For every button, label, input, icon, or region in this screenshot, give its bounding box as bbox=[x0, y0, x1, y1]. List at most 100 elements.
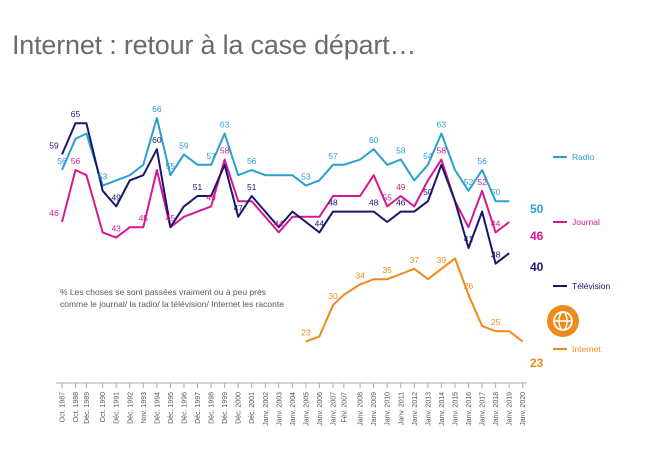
internet-data-label: 23 bbox=[301, 328, 311, 338]
x-tick-label: Janv. 2014 bbox=[439, 392, 446, 426]
annotation-line: comme le journal/ la radio/ la télévisio… bbox=[60, 299, 284, 309]
journal-data-label: 58 bbox=[437, 146, 447, 156]
x-tick-label: Nov. 1993 bbox=[141, 392, 148, 423]
x-tick-label: Déc. 1999 bbox=[222, 392, 229, 424]
internet-legend-label: Internet bbox=[572, 344, 601, 354]
journal-data-label: 46 bbox=[49, 208, 59, 218]
x-tick-label: Janv. 2002 bbox=[263, 392, 270, 426]
radio-data-label: 63 bbox=[220, 120, 230, 130]
journal-data-label: 43 bbox=[111, 224, 121, 234]
radio-data-label: 52 bbox=[464, 177, 474, 187]
internet-data-label: 34 bbox=[355, 270, 365, 280]
x-tick-label: Déc. 2000 bbox=[236, 392, 243, 424]
journal-data-label: 58 bbox=[220, 146, 230, 156]
journal-data-label: 49 bbox=[206, 192, 216, 202]
x-tick-label: Janv. 2012 bbox=[412, 392, 419, 426]
television-end-value: 40 bbox=[530, 260, 544, 274]
x-tick-label: Déc. 1998 bbox=[209, 392, 216, 424]
radio-end-value: 50 bbox=[530, 202, 544, 216]
radio-line bbox=[61, 117, 510, 203]
journal-data-label: 52 bbox=[477, 177, 487, 187]
x-tick-label: Janv. 2019 bbox=[507, 392, 514, 426]
television-data-label: 50 bbox=[423, 187, 433, 197]
television-data-label: 65 bbox=[71, 109, 81, 119]
x-tick-label: Janv. 2004 bbox=[290, 392, 297, 426]
television-legend-label: Télévision bbox=[572, 281, 611, 291]
internet-end-value: 23 bbox=[530, 356, 544, 370]
journal-data-label: 49 bbox=[396, 182, 406, 192]
annotation-line: % Les choses se sont passées vraiment ou… bbox=[60, 287, 266, 297]
internet-data-label: 37 bbox=[410, 255, 420, 265]
x-tick-label: Janv. 2008 bbox=[358, 392, 365, 426]
radio-data-label: 60 bbox=[369, 135, 379, 145]
television-data-label: 51 bbox=[247, 182, 257, 192]
radio-data-label: 53 bbox=[98, 172, 108, 182]
radio-data-label: 59 bbox=[179, 140, 189, 150]
internet-data-label: 39 bbox=[437, 255, 447, 265]
radio-data-label: 54 bbox=[423, 151, 433, 161]
television-data-label: 41 bbox=[464, 234, 474, 244]
data-labels: 56 53 66 55 59 57 63 56 53 57 60 58 54 63 52 56 50 50 46 56… bbox=[49, 104, 543, 370]
x-tick-label: Janv. 2003 bbox=[276, 392, 283, 426]
television-data-label: 38 bbox=[491, 250, 501, 260]
x-tick-label: Janv. 2018 bbox=[493, 392, 500, 426]
television-data-label: 48 bbox=[328, 198, 338, 208]
x-tick-label: Fév. 2007 bbox=[341, 392, 348, 423]
internet-data-label: 25 bbox=[491, 317, 501, 327]
television-data-label: 49 bbox=[111, 192, 121, 202]
x-tick-label: Janv. 2007 bbox=[331, 392, 338, 426]
x-axis: Oct. 1987 Oct. 1988 Déc. 1989 Oct. 1990 Déc.… bbox=[56, 382, 527, 426]
x-tick-label: Déc. 1994 bbox=[154, 392, 161, 424]
television-data-label: 44 bbox=[315, 218, 325, 228]
x-tick-label: Déc. 1992 bbox=[127, 392, 134, 424]
radio-data-label: 56 bbox=[247, 156, 257, 166]
radio-data-label: 63 bbox=[437, 120, 447, 130]
x-tick-label: Janv. 2015 bbox=[453, 392, 460, 426]
radio-data-label: 55 bbox=[166, 161, 176, 171]
x-tick-label: Janv. 2010 bbox=[385, 392, 392, 426]
journal-end-value: 46 bbox=[530, 229, 544, 243]
internet-line bbox=[305, 257, 524, 343]
x-tick-label: Déc. 1996 bbox=[181, 392, 188, 424]
x-tick-label: Janv. 2020 bbox=[520, 392, 527, 426]
journal-line bbox=[61, 158, 510, 239]
x-tick-label: Janv. 2011 bbox=[398, 392, 405, 425]
radio-data-label: 57 bbox=[328, 151, 338, 161]
x-tick-label: Janv. 2009 bbox=[371, 392, 378, 426]
television-data-label: 51 bbox=[193, 182, 203, 192]
radio-data-label: 56 bbox=[57, 156, 67, 166]
television-data-label: 48 bbox=[369, 198, 379, 208]
x-tick-label: Oct. 1987 bbox=[60, 392, 67, 422]
globe-logo-icon bbox=[547, 305, 579, 337]
x-tick-label: Janv. 2005 bbox=[303, 392, 310, 426]
television-data-label: 47 bbox=[233, 203, 243, 213]
journal-data-label: 44 bbox=[491, 218, 501, 228]
radio-legend-label: Radio bbox=[572, 152, 594, 162]
x-tick-label: Oct. 1988 bbox=[73, 392, 80, 422]
television-data-label: 60 bbox=[152, 135, 162, 145]
x-tick-label: Déc. 1997 bbox=[195, 392, 202, 424]
journal-legend-label: Journal bbox=[572, 217, 600, 227]
x-tick-label: Déc. 2001 bbox=[249, 392, 256, 424]
x-tick-label: Janv. 2013 bbox=[425, 392, 432, 426]
radio-data-label: 57 bbox=[206, 151, 216, 161]
journal-data-label: 56 bbox=[71, 156, 81, 166]
x-tick-label: Janv. 2017 bbox=[480, 392, 487, 426]
radio-data-label: 66 bbox=[152, 104, 162, 114]
x-tick-label: Déc. 1991 bbox=[114, 392, 121, 424]
series-lines bbox=[61, 117, 524, 343]
x-tick-label: Oct. 1990 bbox=[100, 392, 107, 422]
internet-data-label: 26 bbox=[464, 281, 474, 291]
internet-data-label: 30 bbox=[328, 291, 338, 301]
journal-data-label: 45 bbox=[166, 213, 176, 223]
x-tick-label: Déc. 1995 bbox=[168, 392, 175, 424]
radio-data-label: 58 bbox=[396, 146, 406, 156]
journal-data-label: 55 bbox=[382, 192, 392, 202]
television-line bbox=[61, 122, 510, 265]
radio-data-label: 56 bbox=[477, 156, 487, 166]
radio-data-label: 53 bbox=[301, 172, 311, 182]
television-data-label: 59 bbox=[49, 140, 59, 150]
x-tick-label: Déc. 1989 bbox=[84, 392, 91, 424]
radio-data-label: 50 bbox=[491, 187, 501, 197]
